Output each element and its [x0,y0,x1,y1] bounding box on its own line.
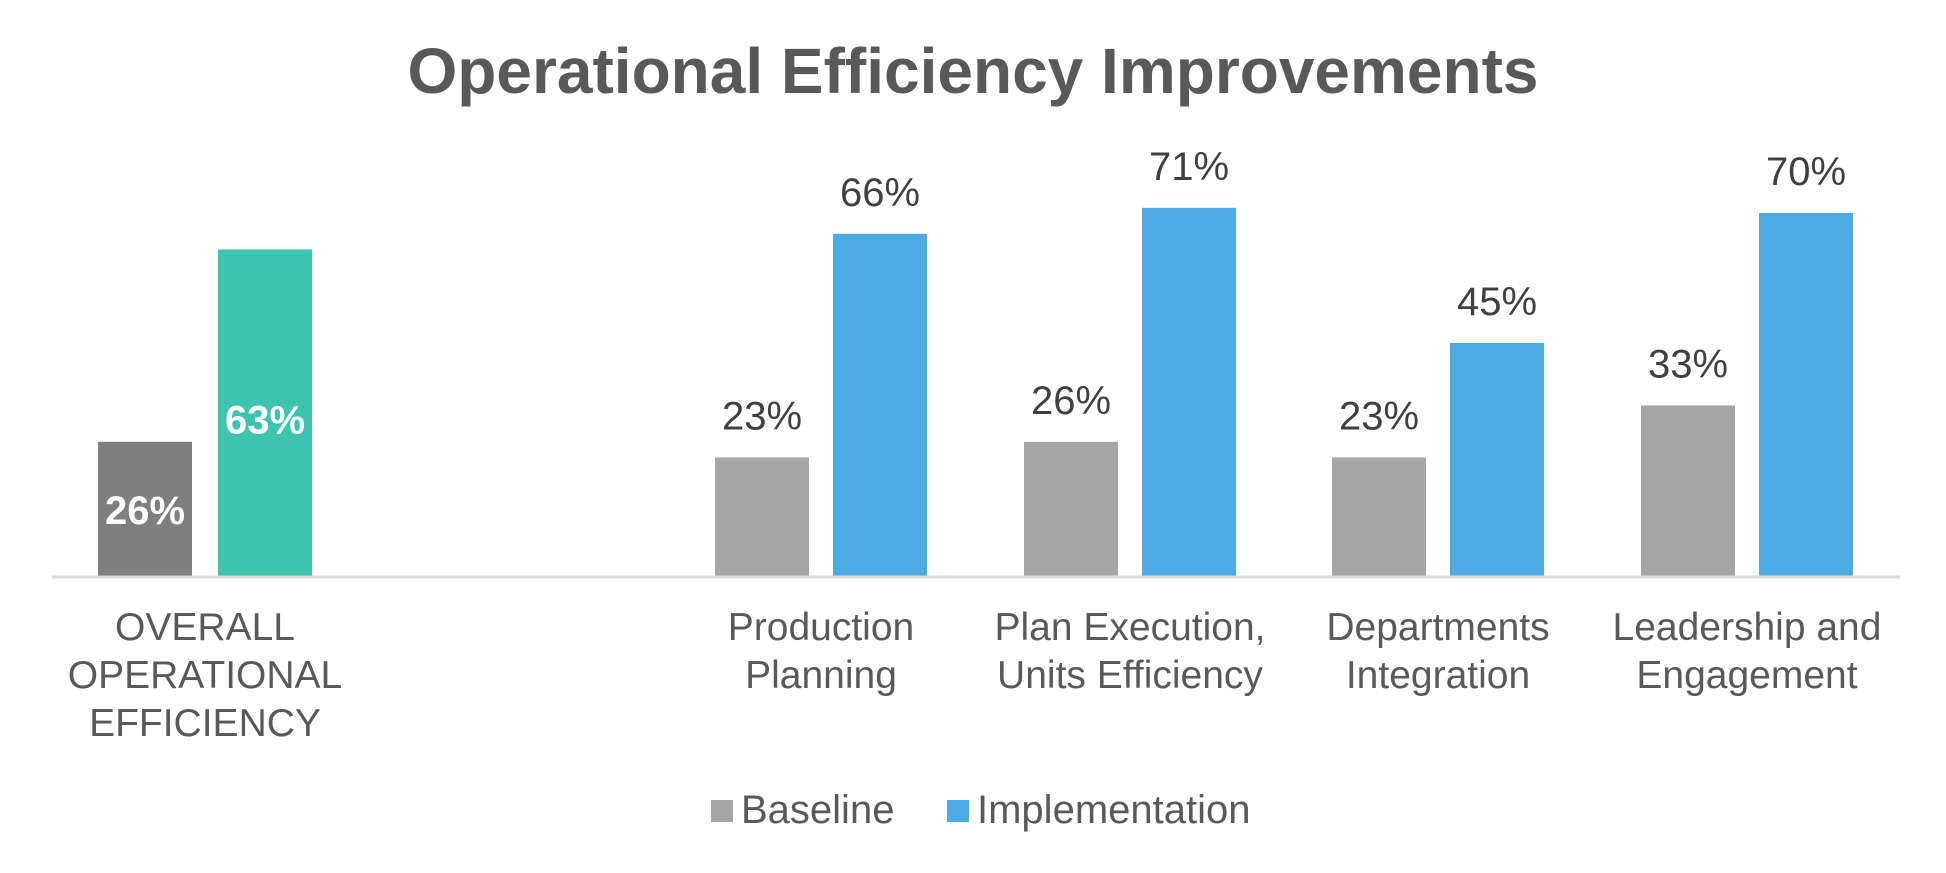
bars-layer [98,207,1853,578]
category-label-line: Engagement [1636,654,1857,697]
baseline-legend-swatch [711,800,733,822]
implementation-legend-swatch [947,800,969,822]
baseline-bar [1332,457,1426,577]
category-label-line: Integration [1346,654,1530,697]
implementation-value-label: 45% [1457,280,1537,324]
implementation-bar [1759,213,1853,577]
overall-category-label-line: OPERATIONAL [68,654,343,697]
baseline-value-label: 26% [1031,379,1111,423]
implementation-value-label: 66% [840,171,920,215]
baseline-legend-label: Baseline [741,788,894,832]
implementation-bar [1450,343,1544,577]
category-label-line: Planning [745,654,897,697]
baseline-value-label: 23% [722,394,802,438]
overall-implementation-bar [218,249,312,577]
category-label-line: Leadership and [1613,606,1882,649]
overall-category-label-line: OVERALL [115,606,295,649]
implementation-legend-label: Implementation [977,788,1250,832]
category-label-line: Units Efficiency [997,654,1263,697]
implementation-value-label: 71% [1149,145,1229,189]
implementation-bar [833,233,927,578]
baseline-value-label: 33% [1648,342,1728,386]
category-label-line: Production [728,606,914,649]
implementation-value-label: 70% [1766,150,1846,194]
chart-title: Operational Efficiency Improvements [408,35,1539,107]
baseline-value-label: 23% [1339,394,1419,438]
implementation-bar [1142,207,1236,578]
category-label-line: Departments [1326,606,1549,649]
baseline-bar [1641,405,1735,577]
overall-baseline-value-label: 26% [105,489,185,533]
category-label-line: Plan Execution, [994,606,1265,649]
baseline-bar [715,457,809,577]
labels-layer: 26% 63% OVERALL OPERATIONAL EFFICIENCY 23% 66%… [68,145,1882,745]
overall-implementation-value-label: 63% [225,398,305,442]
legend: Baseline Implementation [711,788,1250,832]
overall-category-label-line: EFFICIENCY [89,702,321,745]
overall-baseline-bar [98,441,192,577]
baseline-bar [1024,441,1118,577]
